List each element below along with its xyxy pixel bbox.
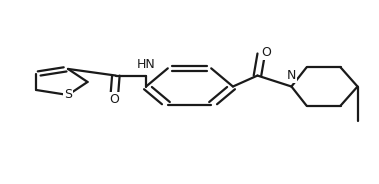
Text: S: S — [64, 89, 72, 102]
Text: HN: HN — [137, 58, 155, 71]
Text: N: N — [287, 69, 296, 82]
Text: O: O — [109, 93, 119, 106]
Text: O: O — [261, 46, 271, 59]
